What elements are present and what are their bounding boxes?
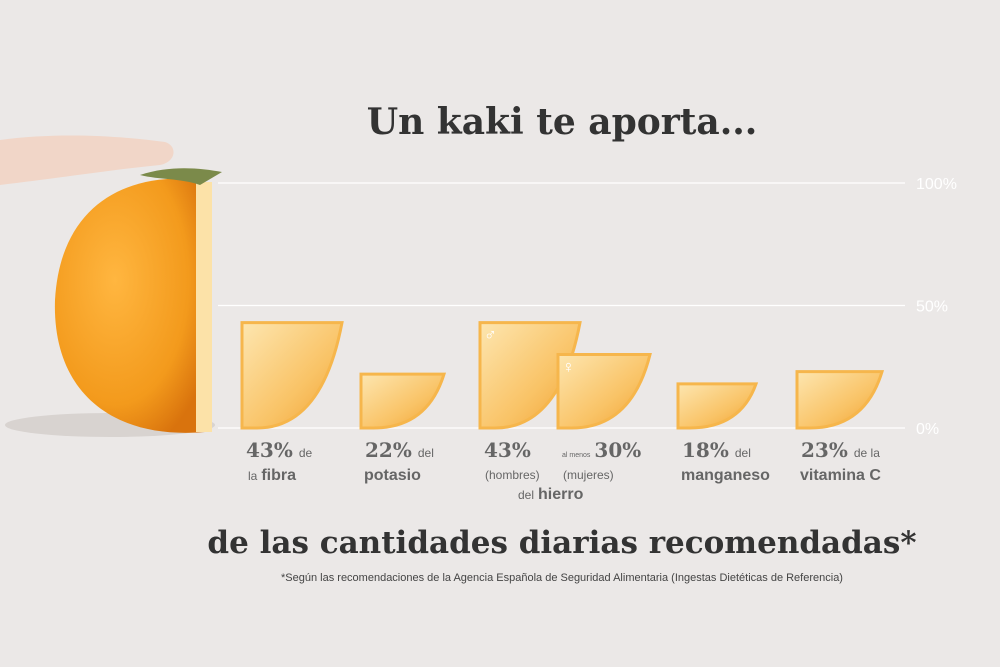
label-prefix: al menos (562, 452, 591, 459)
bar (359, 372, 447, 430)
group-label: del hierro (518, 486, 584, 503)
label-after: del (735, 446, 751, 460)
y-tick-label: 0% (916, 421, 939, 438)
bar (478, 321, 582, 430)
label-main: potasio (364, 467, 421, 484)
label-name: vitamina C (800, 467, 881, 484)
persimmon-illustration (0, 135, 222, 437)
value-label: 23% de la (801, 438, 880, 462)
y-tick-label: 50% (916, 299, 948, 316)
label-after: del (418, 446, 434, 460)
chart-title: Un kaki te aporta... (367, 101, 758, 143)
label-name: potasio (364, 467, 421, 484)
bar (240, 321, 344, 430)
y-tick-label: 100% (916, 176, 957, 193)
sex-symbol: ♂ (484, 326, 497, 345)
sex-symbol: ♀ (562, 358, 575, 377)
label-note: (mujeres) (563, 468, 614, 482)
group-name: hierro (538, 486, 584, 503)
bar (556, 353, 652, 430)
value-label: 43% (484, 438, 531, 462)
label-after: de (299, 446, 313, 460)
value-label: al menos 30% (562, 438, 641, 462)
footnote: *Según las recomendaciones de la Agencia… (281, 572, 843, 584)
value-number: 30% (594, 438, 641, 462)
value-label: 18% del (682, 438, 751, 462)
label-after: de la (854, 446, 880, 460)
value-number: 18% (682, 438, 729, 462)
label-main: fibra (261, 467, 296, 484)
label-before: la (248, 469, 258, 483)
bar (676, 382, 759, 430)
label-main: vitamina C (800, 467, 881, 484)
label-name: la fibra (248, 467, 296, 484)
chart-subtitle: de las cantidades diarias recomendadas* (207, 525, 916, 561)
label-main: manganeso (681, 467, 770, 484)
label-name: manganeso (681, 467, 770, 484)
value-number: 43% (484, 438, 531, 462)
value-number: 23% (801, 438, 848, 462)
value-number: 22% (365, 438, 412, 462)
value-number: 43% (246, 438, 293, 462)
label-note: (hombres) (485, 468, 540, 482)
bar (795, 370, 885, 430)
value-label: 43% de (246, 438, 313, 462)
group-before: del (518, 488, 534, 502)
value-label: 22% del (365, 438, 434, 462)
